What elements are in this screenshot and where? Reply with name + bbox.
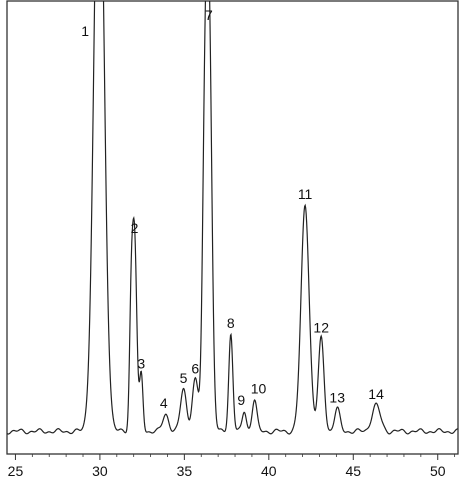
peak-label-2: 2 — [131, 220, 139, 236]
peak-label-9: 9 — [237, 392, 245, 408]
x-tick-label-30: 30 — [92, 463, 108, 479]
x-axis: 25 30 35 40 45 50 — [8, 454, 456, 479]
peak-label-12: 12 — [313, 320, 329, 336]
peak-label-7: 7 — [205, 7, 213, 23]
chromatogram-trace — [7, 1, 458, 435]
peak-label-8: 8 — [227, 315, 235, 331]
peak-label-14: 14 — [368, 386, 384, 402]
peak-label-6: 6 — [191, 360, 199, 376]
plot-area — [7, 1, 458, 435]
plot-frame — [6, 0, 459, 455]
peak-label-4: 4 — [160, 395, 168, 411]
x-tick-label-45: 45 — [345, 463, 361, 479]
peak-label-3: 3 — [137, 356, 145, 372]
x-tick-label-25: 25 — [8, 463, 24, 479]
peak-label-11: 11 — [298, 186, 313, 202]
x-tick-label-35: 35 — [177, 463, 193, 479]
peak-label-1: 1 — [81, 23, 89, 39]
peak-label-10: 10 — [251, 381, 267, 397]
x-tick-label-50: 50 — [430, 463, 446, 479]
peak-label-5: 5 — [180, 370, 188, 386]
x-tick-label-40: 40 — [261, 463, 277, 479]
peak-label-13: 13 — [329, 390, 345, 406]
